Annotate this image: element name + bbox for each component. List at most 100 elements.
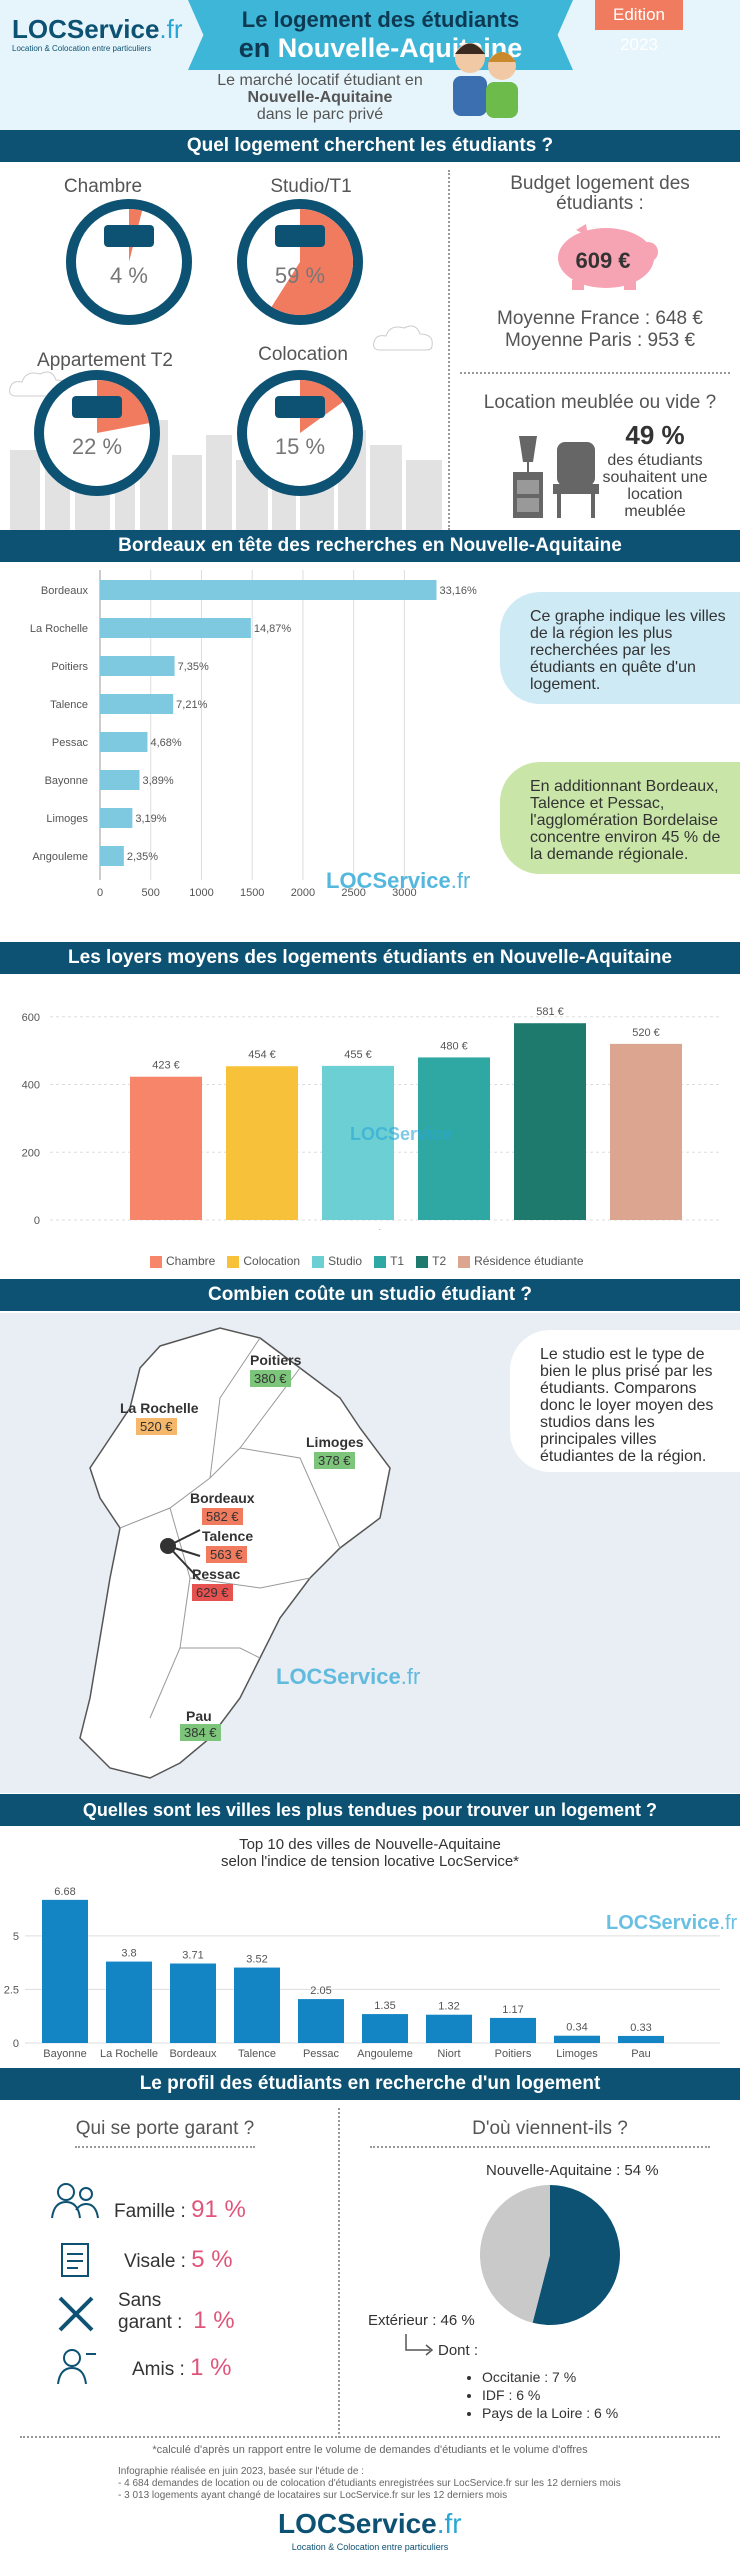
friends-icon [57, 2349, 96, 2385]
meuble-pct: 49 % [625, 420, 685, 450]
logo-main: LOCService [12, 14, 160, 44]
bar [100, 846, 124, 866]
info-box-graph: Ce graphe indique les villes de la régio… [500, 592, 740, 704]
footer-line3: - 3 013 logements ayant changé de locata… [118, 2490, 508, 2501]
garant-title: Qui se porte garant ? [75, 2118, 255, 2139]
garant-label: Famille : [114, 2201, 186, 2222]
furniture-icon [513, 436, 599, 518]
garant-label: Visale : [124, 2251, 186, 2272]
origin-pie-chart [479, 2185, 620, 2325]
legend-swatch [374, 1255, 387, 1268]
origin-detail: Occitanie : 7 % [482, 2368, 618, 2386]
value-label: 1.17 [502, 2004, 523, 2016]
origin-dont: Dont : [438, 2342, 479, 2359]
watermark-suffix: .fr [719, 1912, 738, 1934]
ring-furniture-icon [72, 396, 122, 418]
section-title-loyers: Les loyers moyens des logements étudiant… [0, 942, 740, 974]
legend-swatch [312, 1255, 325, 1268]
divider [338, 2108, 340, 2438]
avg-paris: Moyenne Paris : 953 € [504, 330, 696, 351]
ring-3 [237, 370, 363, 496]
bar [322, 1065, 394, 1220]
garant-value: 5 % [191, 2246, 233, 2273]
value-label: 4,68% [150, 737, 181, 749]
y-tick-label: 0 [13, 2038, 19, 2050]
pie-slice [479, 2185, 550, 2323]
legend-label: Chambre [166, 1254, 216, 1268]
garant-value: 91 % [191, 2196, 246, 2223]
legend-swatch [458, 1255, 471, 1268]
legend-label: T1 [390, 1254, 405, 1268]
tension-title-1: Top 10 des villes de Nouvelle-Aquitaine [239, 1836, 501, 1853]
city-talence: Talence [202, 1528, 254, 1544]
chart-watermark-logo: LOCService.fr [606, 1912, 737, 1935]
ring-slice [271, 209, 353, 315]
bar [100, 770, 140, 790]
city-bordeaux: Bordeaux [190, 1490, 255, 1506]
bar [418, 1057, 490, 1220]
bar [100, 618, 251, 638]
legend-item: T2 [416, 1254, 446, 1268]
bar [106, 1961, 152, 2043]
price-la-rochelle: 520 € [136, 1418, 177, 1435]
footer-logo-main: LOCService [278, 2508, 437, 2539]
value-label: 7,35% [178, 661, 209, 673]
header: LOCService.fr Location & Colocation entr… [0, 0, 740, 130]
footer-note: *calculé d'après un rapport entre le vol… [152, 2444, 588, 2456]
section-title-studio: Combien coûte un studio étudiant ? [0, 1279, 740, 1311]
category-label: Bayonne [43, 2048, 86, 2060]
title-line1: Le logement des étudiants [241, 7, 520, 32]
footer-line1: Infographie réalisée en juin 2023, basée… [118, 2466, 364, 2477]
ring-slice [97, 380, 150, 433]
budget-value: 609 € [575, 248, 631, 273]
value-label: 455 € [344, 1049, 372, 1061]
divider [448, 170, 450, 530]
ring-1 [237, 199, 363, 325]
title-ribbon: Le logement des étudiants en Nouvelle-Aq… [188, 0, 573, 70]
category-label: Pau [631, 2048, 651, 2060]
watermark-suffix: .fr [450, 868, 471, 893]
category-label: Bordeaux [41, 585, 89, 597]
section-title-tendues: Quelles sont les villes les plus tendues… [0, 1794, 740, 1826]
tension-chart-title: Top 10 des villes de Nouvelle-Aquitaine s… [0, 1836, 740, 1870]
tension-chart: 0 2.5 5 6.68 Bayonne 3.8 La Rochelle 3.71 Bordea… [4, 1886, 720, 2060]
bar [426, 2014, 472, 2043]
divider [75, 2146, 255, 2148]
bar [130, 1076, 202, 1220]
garant-amis: Amis : 1 % [132, 2354, 231, 2382]
divider [20, 2436, 720, 2438]
x-tick-label: 500 [142, 887, 160, 899]
origin-detail: IDF : 6 % [482, 2386, 618, 2404]
bar [100, 732, 148, 752]
city-la-rochelle: La Rochelle [120, 1400, 199, 1416]
region-map [79, 1327, 391, 1779]
value-label: 7,21% [176, 699, 207, 711]
value-label: 3.8 [121, 1948, 136, 1960]
legend-item: T1 [374, 1254, 404, 1268]
arrow-icon [405, 2334, 434, 2356]
x-axis-label: Loyer moyen [378, 1228, 442, 1230]
meuble-title: Location meublée ou vide ? [483, 392, 717, 413]
garant-label: Amis : [132, 2359, 185, 2380]
category-label: Limoges [556, 2048, 598, 2060]
legend-item: Résidence étudiante [458, 1254, 584, 1268]
logo[interactable]: LOCService.fr [12, 14, 183, 45]
category-label: Bayonne [45, 775, 88, 787]
watermark-main: LOCService [276, 1664, 401, 1689]
bar [490, 2017, 536, 2043]
family-icon [51, 2183, 99, 2219]
value-label: 3,19% [135, 813, 166, 825]
category-label: Limoges [46, 813, 88, 825]
ring-label-coloc: Colocation [258, 344, 348, 365]
x-tick-label: 2500 [341, 887, 365, 899]
chart-watermark-logo: LOCService [350, 1124, 452, 1145]
value-label: 480 € [440, 1040, 468, 1052]
x-tick-label: 2000 [291, 887, 315, 899]
x-tick-label: 1500 [240, 887, 264, 899]
value-label: 14,87% [254, 623, 292, 635]
search-share-chart: 0 500 1000 1500 2000 2500 3000 Bordeaux 33,16% La… [30, 570, 477, 899]
document-icon [61, 2243, 89, 2277]
footer-logo[interactable]: LOCService.fr [278, 2508, 462, 2540]
ring-label-chambre: Chambre [63, 176, 143, 197]
bar [298, 1999, 344, 2043]
